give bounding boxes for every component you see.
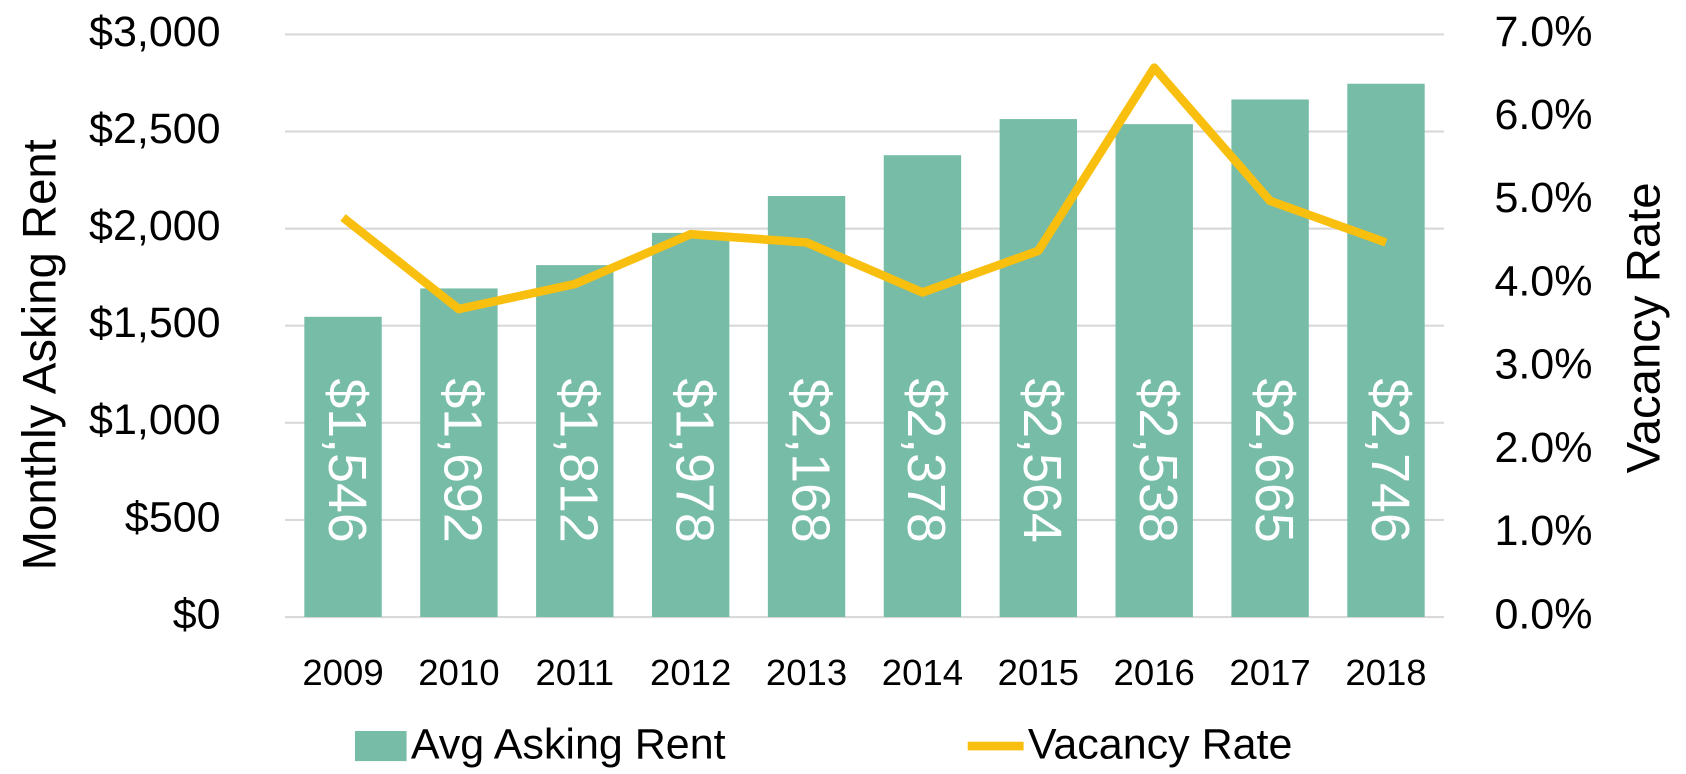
x-tick-label: 2016 [1114, 652, 1195, 693]
bar [651, 232, 730, 618]
data-label: $2,665 [1244, 378, 1304, 542]
y2-tick-label: 4.0% [1494, 257, 1592, 305]
y-tick-label: $500 [125, 493, 221, 541]
x-tick-label: 2012 [650, 652, 731, 693]
bar [1231, 99, 1309, 618]
y2-tick-label: 3.0% [1494, 341, 1592, 389]
x-tick-label: 2009 [302, 652, 383, 693]
x-tick-label: 2010 [418, 652, 499, 693]
y2-tick-label: 2.0% [1494, 424, 1592, 472]
y2-axis-title: Vacancy Rate [1618, 182, 1671, 473]
data-label: $1,812 [549, 378, 609, 542]
x-tick-label: 2014 [882, 652, 963, 693]
y2-tick-label: 5.0% [1494, 174, 1592, 222]
x-tick-label: 2013 [766, 652, 847, 693]
legend-label: Vacancy Rate [1028, 720, 1293, 768]
y-tick-label: $1,000 [89, 396, 221, 444]
line [340, 63, 1388, 314]
y-tick-label: $1,500 [89, 299, 221, 347]
bar [1347, 83, 1425, 618]
bar [883, 155, 962, 618]
data-label: $2,564 [1012, 378, 1072, 542]
x-tick-label: 2011 [535, 652, 614, 693]
y2-tick-label: 6.0% [1494, 91, 1592, 139]
x-tick-label: 2018 [1345, 652, 1426, 693]
x-tick-label: 2015 [998, 652, 1079, 693]
bar [536, 265, 614, 618]
data-label: $2,746 [1360, 378, 1420, 542]
y-axis-title: Monthly Asking Rent [14, 139, 67, 570]
legend-label: Avg Asking Rent [411, 720, 726, 768]
data-label: $2,168 [780, 378, 840, 542]
bar [420, 288, 498, 618]
bar [304, 316, 382, 618]
data-label: $1,978 [664, 378, 724, 542]
y-tick-label: $3,000 [89, 8, 221, 56]
y-tick-label: $2,500 [89, 105, 221, 153]
data-label: $2,538 [1128, 378, 1188, 542]
bar [767, 195, 846, 618]
y2-tick-label: 0.0% [1494, 590, 1592, 638]
x-tick-label: 2017 [1229, 652, 1310, 693]
y2-tick-label: 1.0% [1494, 507, 1592, 555]
legend-swatch [354, 731, 407, 762]
data-label: $1,692 [433, 378, 493, 542]
data-label: $1,546 [317, 378, 377, 542]
y2-tick-label: 7.0% [1494, 8, 1592, 56]
y-tick-label: $0 [173, 590, 221, 638]
y-tick-label: $2,000 [89, 202, 221, 250]
data-label: $2,378 [896, 378, 956, 542]
bar [1115, 124, 1193, 618]
